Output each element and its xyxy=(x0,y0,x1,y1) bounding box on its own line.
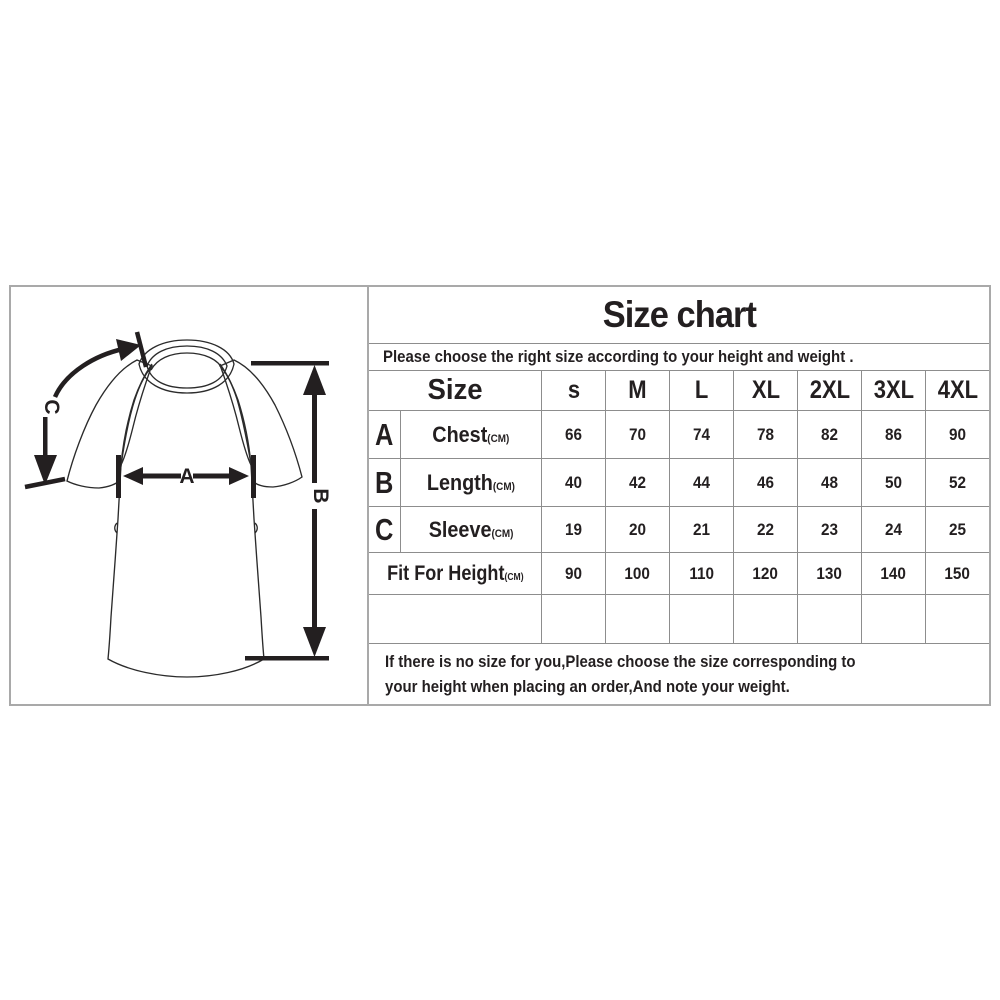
table-cell: 74 xyxy=(670,411,734,459)
table-cell: 44 xyxy=(670,459,734,507)
size-col-label: 4XL xyxy=(937,376,978,405)
footer-note-line-1: If there is no size for you,Please choos… xyxy=(385,652,856,672)
tshirt-diagram-panel: A B xyxy=(11,287,369,704)
footer-note: If there is no size for you,Please choos… xyxy=(369,643,989,704)
size-col-label: M xyxy=(628,376,647,405)
tshirt-measurement-diagram: A B xyxy=(24,331,332,678)
table-cell: 110 xyxy=(670,553,734,595)
measure-b-label: B xyxy=(309,488,332,503)
measure-c-label: C xyxy=(40,399,63,414)
header-cell-l: L xyxy=(670,371,734,411)
row-label-fit-for-height: Fit For Height (CM) xyxy=(369,553,542,595)
footer-note-line-2: your height when placing an order,And no… xyxy=(385,676,790,696)
tshirt-outline xyxy=(66,339,303,678)
subtitle-text: Please choose the right size according t… xyxy=(383,346,854,366)
table-cell xyxy=(798,595,862,644)
measure-c-tick-shoulder xyxy=(134,331,149,368)
measure-b-tick-bottom xyxy=(245,656,329,661)
table-cell xyxy=(542,595,606,644)
table-cell: 22 xyxy=(734,507,798,553)
table-row-fit-for-height: Fit For Height (CM) 90 100 110 120 130 14… xyxy=(369,553,989,596)
header-cell-xl: XL xyxy=(734,371,798,411)
table-cell: 50 xyxy=(862,459,926,507)
table-cell: 140 xyxy=(862,553,926,595)
table-cell: 66 xyxy=(542,411,606,459)
measure-b-tick-top xyxy=(251,361,329,366)
table-cell: 120 xyxy=(734,553,798,595)
table-cell xyxy=(926,595,989,643)
measurement-label: Length (CM) xyxy=(426,469,515,495)
size-table-panel: Size chart Please choose the right size … xyxy=(369,287,989,704)
size-col-label: XL xyxy=(751,376,780,405)
table-cell xyxy=(670,595,734,644)
measurement-label: Chest (CM) xyxy=(432,421,510,447)
row-key-label: C xyxy=(375,512,394,548)
table-cell xyxy=(734,595,798,644)
header-cell-3xl: 3XL xyxy=(862,371,926,411)
header-cell-s: s xyxy=(542,371,606,411)
table-cell: 46 xyxy=(734,459,798,507)
measurement-label: Sleeve (CM) xyxy=(428,516,514,542)
table-cell: 90 xyxy=(948,424,967,444)
header-cell-2xl: 2XL xyxy=(798,371,862,411)
measure-a-tick-left xyxy=(116,455,121,498)
row-key-label: A xyxy=(375,417,394,453)
table-cell: 150 xyxy=(944,563,971,583)
header-cell-4xl: 4XL xyxy=(926,371,989,410)
table-cell: 40 xyxy=(542,459,606,507)
table-cell: 25 xyxy=(948,519,967,539)
table-cell: 20 xyxy=(606,507,670,553)
table-cell: 21 xyxy=(670,507,734,553)
size-col-label: L xyxy=(694,376,709,405)
table-cell xyxy=(369,595,542,644)
size-col-label: s xyxy=(567,376,580,405)
row-label-length: Length (CM) xyxy=(401,459,542,507)
table-cell xyxy=(606,595,670,644)
measure-a-arrow xyxy=(116,455,256,498)
row-key-c: C xyxy=(369,507,401,553)
row-label-sleeve: Sleeve (CM) xyxy=(401,507,542,553)
row-key-a: A xyxy=(369,411,401,459)
measure-b-arrow xyxy=(245,361,329,661)
table-cell: 19 xyxy=(542,507,606,553)
table-row-length: B Length (CM) 40 42 44 46 48 50 52 xyxy=(369,459,989,508)
row-label-chest: Chest (CM) xyxy=(401,411,542,459)
table-row-chest: A Chest (CM) 66 70 74 78 82 86 90 xyxy=(369,411,989,460)
table-cell: 100 xyxy=(606,553,670,595)
table-cell: 23 xyxy=(798,507,862,553)
table-cell: 42 xyxy=(606,459,670,507)
table-cell: 82 xyxy=(798,411,862,459)
table-cell: 48 xyxy=(798,459,862,507)
measure-a-label: A xyxy=(179,465,194,488)
size-col-label: 3XL xyxy=(873,376,914,405)
size-header-label: Size xyxy=(427,374,483,407)
table-cell: 130 xyxy=(798,553,862,595)
table-cell: 86 xyxy=(862,411,926,459)
table-cell: 24 xyxy=(862,507,926,553)
table-cell: 70 xyxy=(606,411,670,459)
table-row-sleeve: C Sleeve (CM) 19 20 21 22 23 24 25 xyxy=(369,507,989,554)
measure-c-arrow xyxy=(24,331,149,490)
table-cell: 78 xyxy=(734,411,798,459)
header-cell-m: M xyxy=(606,371,670,411)
table-cell: 90 xyxy=(542,553,606,595)
row-key-label: B xyxy=(375,465,394,501)
table-cell xyxy=(862,595,926,644)
subtitle-row: Please choose the right size according t… xyxy=(369,344,989,372)
row-key-b: B xyxy=(369,459,401,507)
size-col-label: 2XL xyxy=(809,376,850,405)
measure-a-tick-right xyxy=(251,455,256,498)
page-title: Size chart xyxy=(602,293,756,335)
table-cell: 52 xyxy=(948,472,967,492)
title-row: Size chart xyxy=(369,287,989,344)
size-table-grid: Size s M L XL 2XL xyxy=(369,371,989,644)
table-row-empty xyxy=(369,595,989,644)
size-chart-card: A B xyxy=(9,285,991,706)
table-header-row: Size s M L XL 2XL xyxy=(369,371,989,412)
measurement-label: Fit For Height (CM) xyxy=(386,561,524,585)
header-cell-size: Size xyxy=(369,371,542,411)
